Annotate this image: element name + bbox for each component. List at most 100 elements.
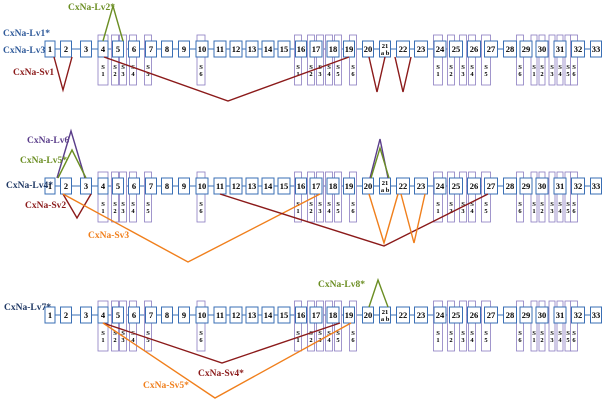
sv3-splice-b xyxy=(368,193,399,246)
exon-box xyxy=(484,177,498,195)
sub-exon-box xyxy=(307,300,315,352)
sub-exon-label: 5 xyxy=(484,71,488,78)
exon-number: 25 xyxy=(452,44,461,54)
exon-number: 6 xyxy=(132,310,136,320)
exon-number: 21 xyxy=(382,43,389,50)
exon-box xyxy=(396,40,410,58)
sub-exon-label: 1 xyxy=(101,208,104,215)
exon-box xyxy=(80,40,92,58)
exon-box xyxy=(553,177,567,195)
exon-number: 23 xyxy=(417,181,426,191)
sub-exon-label: S xyxy=(146,64,150,71)
exon-number: 28 xyxy=(506,44,515,54)
sub-exon-label: 3 xyxy=(318,71,322,78)
sub-exon-label: 1 xyxy=(296,337,299,344)
exon-number: 4 xyxy=(101,181,106,191)
sub-exon-label: 1 xyxy=(436,71,439,78)
sub-exon-label: 3 xyxy=(550,208,554,215)
exon-box xyxy=(449,40,463,58)
sv1-splice-d xyxy=(394,56,412,93)
sub-exon-label: 6 xyxy=(199,208,203,215)
exon-number: 17 xyxy=(312,310,321,320)
exon-number: 19 xyxy=(345,310,354,320)
sub-exon-label: S xyxy=(436,64,440,71)
sub-exon-label: S xyxy=(199,330,203,337)
sub-exon-label: S xyxy=(336,330,340,337)
label-sv5: CxNa-Sv5* xyxy=(143,381,189,391)
sub-exon-label: 5 xyxy=(146,337,150,344)
exon-number: 18 xyxy=(329,181,338,191)
sub-exon-label: 2 xyxy=(449,208,452,215)
exon-number: 5 xyxy=(116,181,120,191)
exon-box xyxy=(571,306,585,324)
exon-number: 23 xyxy=(417,310,426,320)
sub-exon-label: S xyxy=(131,201,135,208)
exon-number: 11 xyxy=(216,310,224,320)
sub-exon-label: 2 xyxy=(449,71,452,78)
sub-exon-label: 5 xyxy=(484,337,488,344)
sub-exon-label: 2 xyxy=(540,208,543,215)
sub-exon-label: S xyxy=(550,201,554,208)
sub-exon-box xyxy=(548,34,556,86)
sub-exon-box xyxy=(538,171,546,223)
exon-number: 32 xyxy=(574,310,583,320)
exon-21-box xyxy=(379,306,391,324)
sub-exon-label: S xyxy=(113,330,117,337)
sub-exon-label: S xyxy=(199,64,203,71)
exon-number: 32 xyxy=(574,181,583,191)
exon-box xyxy=(245,306,259,324)
exon-box xyxy=(343,306,355,324)
sub-exon-label: 6 xyxy=(572,71,576,78)
exon-number: 26 xyxy=(470,310,479,320)
exon-number: 12 xyxy=(232,310,241,320)
exon-number: 12 xyxy=(232,44,241,54)
exon-box xyxy=(245,40,259,58)
sv2-splice-b xyxy=(219,193,489,247)
exon-number: 9 xyxy=(182,44,186,54)
sub-exon-label: S xyxy=(558,201,562,208)
sub-exon-label: 6 xyxy=(518,337,522,344)
exon-box xyxy=(414,306,428,324)
sub-exon-label: 5 xyxy=(336,337,340,344)
sub-exon-label: 5 xyxy=(566,71,570,78)
exon-box xyxy=(60,40,72,58)
sub-exon-box xyxy=(294,300,302,352)
exon-number: 13 xyxy=(248,181,257,191)
exon-number: 20 xyxy=(364,310,373,320)
exon-box xyxy=(277,40,291,58)
sub-exon-label: S xyxy=(146,330,150,337)
exon-number: 31 xyxy=(556,310,565,320)
exon-box xyxy=(519,306,533,324)
sub-exon-box xyxy=(433,34,443,86)
sub-exon-label: 6 xyxy=(351,337,355,344)
sub-exon-label: 1 xyxy=(296,208,299,215)
sub-exon-label: S xyxy=(436,330,440,337)
sub-exon-box xyxy=(316,171,324,223)
exon-box xyxy=(195,40,209,58)
exon-number: 19 xyxy=(345,181,354,191)
label-lv4: CxNa-Lv4* xyxy=(6,181,53,191)
sub-exon-box xyxy=(459,34,467,86)
sub-exon-label: 3 xyxy=(318,208,322,215)
sub-exon-label: S xyxy=(351,201,355,208)
sub-exon-box xyxy=(459,171,467,223)
sub-exon-box xyxy=(516,300,524,352)
exon-box xyxy=(553,40,567,58)
sub-exon-box xyxy=(294,171,302,223)
sub-exon-box xyxy=(325,34,333,86)
exon-box xyxy=(229,306,243,324)
exon-number: 16 xyxy=(297,44,306,54)
exon-box xyxy=(128,177,140,195)
exon-number: 8 xyxy=(165,44,169,54)
sub-exon-box xyxy=(570,34,578,86)
exon-number: 20 xyxy=(364,44,373,54)
exon-number: 10 xyxy=(198,181,207,191)
sub-exon-label: 5 xyxy=(566,337,570,344)
exon-number: 6 xyxy=(132,181,136,191)
exon-box xyxy=(195,177,209,195)
exon-number: 24 xyxy=(436,181,445,191)
label-lv1: CxNa-Lv1* xyxy=(3,29,50,39)
sv1-splice-c xyxy=(368,56,386,93)
exon-number: 27 xyxy=(487,181,496,191)
sub-exon-label: S xyxy=(296,330,300,337)
